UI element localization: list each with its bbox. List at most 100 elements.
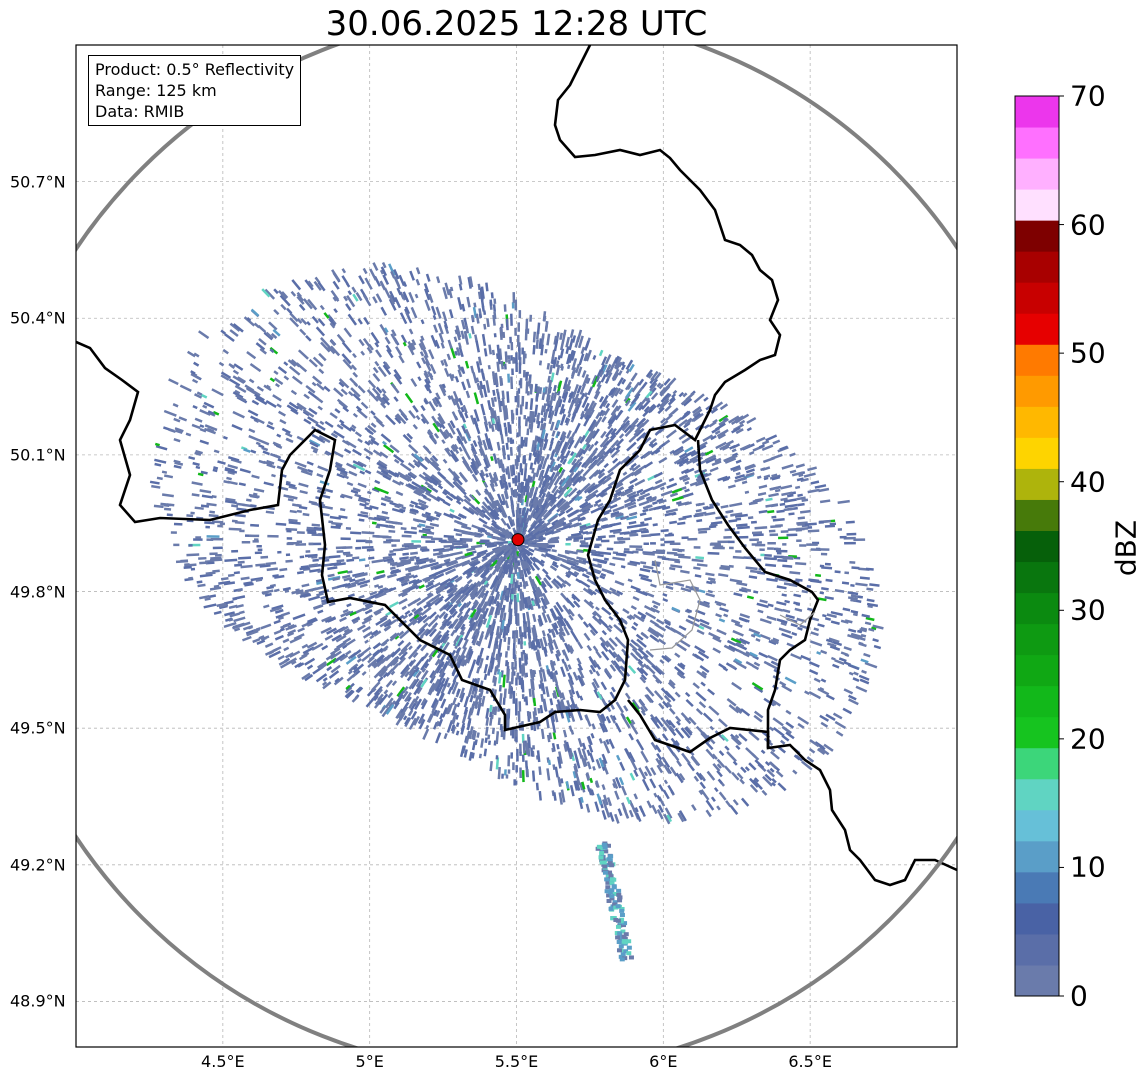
echo-gate xyxy=(631,466,639,472)
echo-gate xyxy=(481,501,491,512)
echo-gate xyxy=(660,543,665,547)
echo-gate xyxy=(605,640,616,651)
echo-gate xyxy=(398,480,405,486)
echo-gate xyxy=(671,393,677,399)
echo-gate xyxy=(479,540,487,544)
echo-gate xyxy=(650,767,657,776)
echo-gate xyxy=(435,720,440,727)
echo-gate xyxy=(765,563,777,567)
echo-gate xyxy=(419,628,429,638)
echo-gate xyxy=(735,550,742,553)
echo-gate xyxy=(797,715,810,725)
echo-gate xyxy=(206,538,214,541)
echo-gate xyxy=(420,505,427,510)
echo-gate xyxy=(450,649,457,658)
echo-gate xyxy=(713,787,719,793)
echo-gate xyxy=(499,652,503,657)
echo-gate xyxy=(841,581,850,585)
echo-gate xyxy=(391,544,397,547)
echo-gate xyxy=(420,699,428,710)
echo-gate xyxy=(541,458,548,470)
echo-gate xyxy=(467,717,472,727)
echo-gate xyxy=(484,627,491,640)
echo-gate xyxy=(753,661,761,667)
echo-gate xyxy=(500,434,505,445)
echo-gate xyxy=(455,499,462,505)
echo-gate xyxy=(730,465,741,471)
echo-gate xyxy=(591,681,598,692)
echo-gate xyxy=(365,540,372,543)
echo-gate xyxy=(677,549,683,553)
echo-gate xyxy=(810,548,822,551)
echo-gate xyxy=(718,414,729,423)
echo-gate xyxy=(405,572,412,577)
echo-gate xyxy=(476,702,482,716)
echo-gate xyxy=(659,397,670,408)
echo-gate xyxy=(614,387,622,397)
echo-gate xyxy=(254,538,259,541)
echo-gate xyxy=(865,616,875,622)
echo-gate xyxy=(262,450,270,456)
echo-gate xyxy=(655,427,664,435)
echo-gate xyxy=(443,367,450,378)
echo-gate xyxy=(497,537,506,542)
echo-gate xyxy=(487,740,492,746)
echo-gate xyxy=(538,360,543,366)
echo-gate xyxy=(400,334,408,344)
echo-gate xyxy=(621,516,628,520)
echo-gate xyxy=(500,517,507,526)
echo-gate xyxy=(433,678,440,688)
echo-gate xyxy=(463,494,472,502)
echo-gate xyxy=(517,322,520,332)
echo-gate xyxy=(515,703,518,716)
echo-gate xyxy=(312,449,318,454)
echo-gate xyxy=(695,508,702,513)
echo-gate xyxy=(252,637,261,644)
echo-gate xyxy=(370,422,377,428)
echo-gate xyxy=(748,628,761,635)
echo-gate xyxy=(772,518,785,522)
echo-gate xyxy=(678,433,688,441)
echo-gate xyxy=(491,569,497,576)
echo-gate xyxy=(587,400,595,412)
echo-gate xyxy=(602,509,612,515)
echo-gate xyxy=(508,582,512,591)
echo-gate xyxy=(343,552,351,556)
echo-gate xyxy=(692,412,704,423)
echo-gate xyxy=(745,660,755,668)
echo-gate xyxy=(715,441,727,450)
echo-gate xyxy=(389,550,394,553)
echo-gate xyxy=(685,457,698,465)
echo-gate xyxy=(555,653,560,662)
echo-gate xyxy=(179,384,192,393)
echo-gate xyxy=(514,780,518,785)
echo-gate xyxy=(545,453,550,460)
echo-gate xyxy=(630,529,642,533)
echo-gate xyxy=(717,540,730,544)
echo-gate xyxy=(502,729,506,740)
echo-gate xyxy=(511,413,515,420)
echo-gate xyxy=(610,496,622,504)
echo-gate xyxy=(669,542,681,545)
echo-gate xyxy=(570,451,575,457)
echo-gate xyxy=(301,643,309,649)
echo-gate xyxy=(355,546,362,550)
echo-gate xyxy=(800,477,809,483)
echo-gate xyxy=(614,482,624,489)
echo-gate xyxy=(495,757,500,770)
echo-gate xyxy=(600,588,608,594)
echo-gate xyxy=(408,471,418,479)
echo-gate xyxy=(478,512,485,519)
echo-gate xyxy=(691,804,697,812)
echo-gate xyxy=(716,763,722,769)
echo-gate xyxy=(474,607,483,620)
echo-gate xyxy=(299,328,307,336)
echo-gate xyxy=(603,597,614,606)
echo-gate xyxy=(678,418,688,428)
echo-gate xyxy=(404,692,412,703)
echo-gate xyxy=(454,375,460,383)
echo-gate xyxy=(231,549,239,553)
echo-gate xyxy=(469,694,474,703)
echo-gate xyxy=(430,305,437,316)
echo-gate xyxy=(453,336,458,343)
